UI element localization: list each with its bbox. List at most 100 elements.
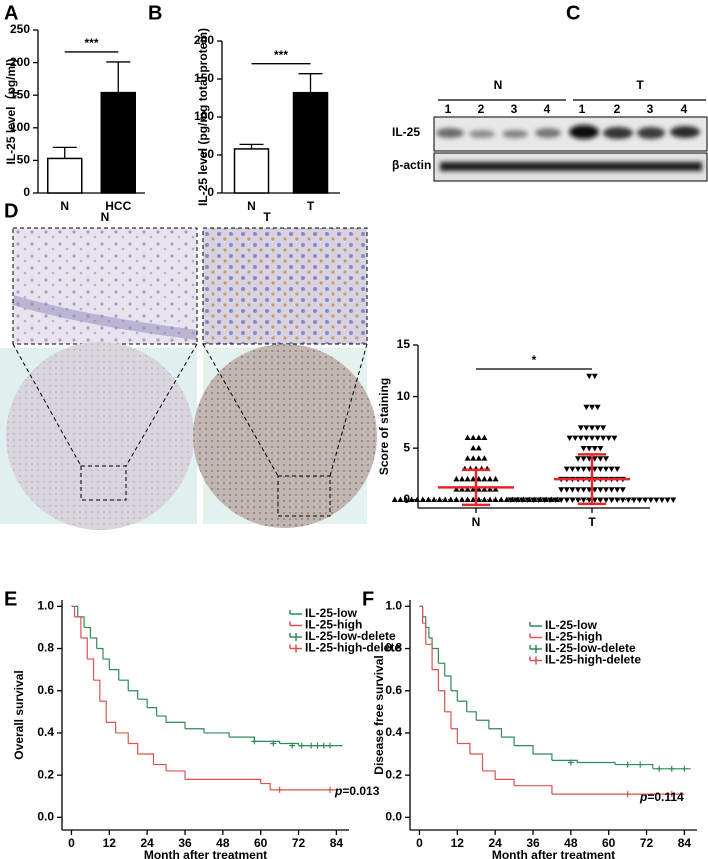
- western-blot: N T 1 2 3 4 1 2 3 4 IL-25 β-actin: [392, 78, 708, 182]
- point: [503, 496, 510, 502]
- point: [580, 487, 587, 493]
- point: [475, 434, 482, 441]
- point: [591, 456, 598, 462]
- point: [597, 445, 604, 452]
- point: [558, 487, 565, 493]
- survival-step: [495, 778, 515, 786]
- point: [470, 444, 477, 451]
- point: [591, 373, 598, 380]
- censor-mark: [567, 759, 574, 766]
- point: [425, 496, 432, 502]
- censor-mark: [251, 738, 258, 745]
- point: [577, 425, 584, 431]
- point: [481, 455, 488, 461]
- point: [464, 455, 471, 461]
- survival-step: [551, 759, 578, 763]
- point: [577, 435, 584, 442]
- point: [436, 496, 443, 502]
- point: [575, 456, 581, 462]
- point: [492, 475, 499, 482]
- point: [591, 497, 598, 503]
- censor-mark: [308, 742, 315, 749]
- y-tick-label: 0.2: [385, 767, 402, 781]
- x-tick-label: 60: [254, 836, 268, 850]
- point: [442, 496, 449, 502]
- point: [605, 435, 612, 442]
- point: [487, 486, 493, 492]
- survival-step: [137, 698, 148, 708]
- y-axis-label: IL-25 level（pg/ml): [3, 58, 18, 164]
- point: [464, 434, 471, 441]
- p-number: =0.013: [342, 784, 379, 798]
- point: [475, 444, 482, 451]
- y-tick-label: 10: [397, 389, 411, 403]
- point: [625, 497, 632, 503]
- point: [563, 497, 570, 503]
- point: [470, 455, 477, 461]
- point: [563, 466, 570, 472]
- survival-step: [99, 700, 107, 723]
- y-tick-label: 5: [403, 440, 410, 454]
- point: [498, 496, 505, 502]
- y-tick-label: 0.8: [385, 641, 402, 655]
- y-tick-label: 0.6: [385, 683, 402, 697]
- x-tick-label: N: [60, 199, 69, 213]
- x-tick-label: 0: [68, 836, 75, 850]
- point: [594, 425, 601, 431]
- point: [470, 496, 477, 502]
- legend-label: IL-25-high-delete: [305, 641, 401, 655]
- point: [464, 475, 471, 482]
- survival-step: [128, 742, 139, 755]
- zoom-image: [203, 228, 367, 344]
- point: [603, 456, 609, 462]
- survival-step: [254, 740, 281, 744]
- point: [636, 497, 643, 503]
- lane-label: 4: [681, 102, 688, 116]
- y-tick-label: 150: [194, 71, 214, 85]
- survival-step: [476, 719, 490, 729]
- point: [608, 497, 615, 503]
- p-number: =0.114: [647, 790, 684, 804]
- censor-mark: [276, 786, 283, 793]
- point: [586, 466, 593, 472]
- survival-step: [438, 662, 446, 676]
- significance: ***: [84, 36, 98, 50]
- censor-mark: [624, 761, 631, 768]
- point: [459, 486, 465, 492]
- group-label: T: [636, 78, 644, 92]
- point: [583, 404, 590, 411]
- x-tick-label: 0: [416, 836, 423, 850]
- y-tick-label: 15: [397, 337, 411, 351]
- survival-step: [71, 605, 76, 617]
- tissue-core: [193, 344, 377, 528]
- point: [541, 497, 548, 503]
- point: [419, 496, 426, 502]
- x-tick-label: 72: [292, 836, 306, 850]
- point: [653, 497, 660, 503]
- panel-label: C: [566, 2, 580, 24]
- bar: [100, 91, 136, 194]
- point: [403, 496, 409, 502]
- point: [647, 497, 654, 503]
- y-tick-label: 0.8: [37, 641, 54, 655]
- censor-mark: [298, 742, 305, 749]
- y-tick-label: 0: [23, 185, 30, 199]
- point: [580, 497, 587, 503]
- survival-step: [80, 637, 88, 660]
- point: [414, 496, 421, 502]
- point: [453, 475, 460, 482]
- p-symbol: p: [334, 784, 342, 798]
- survival-step: [185, 778, 262, 784]
- point: [594, 404, 601, 411]
- point: [591, 487, 598, 493]
- point: [475, 496, 482, 502]
- lane-label: 2: [478, 102, 485, 116]
- point: [575, 487, 581, 493]
- survival-step: [156, 715, 167, 723]
- point: [524, 497, 531, 503]
- x-tick-label: HCC: [105, 199, 131, 213]
- censor-mark: [270, 740, 277, 747]
- survival-step: [422, 622, 427, 645]
- point: [603, 466, 609, 472]
- survival-step: [444, 711, 452, 729]
